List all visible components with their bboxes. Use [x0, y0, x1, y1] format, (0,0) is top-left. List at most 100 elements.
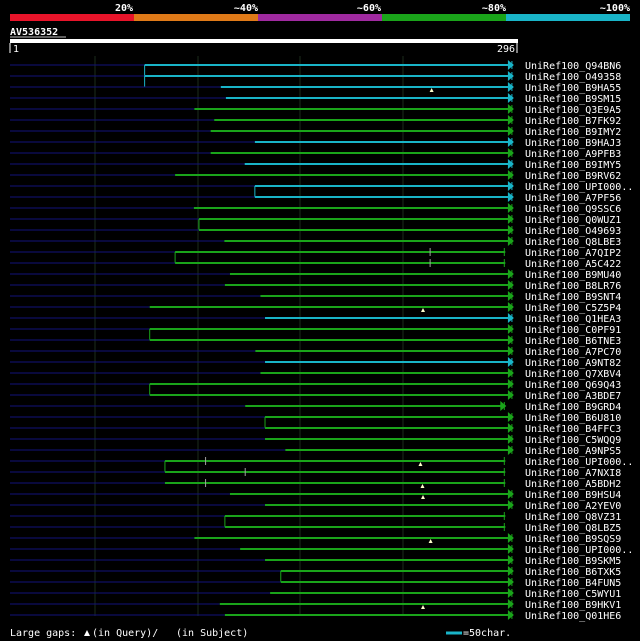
hit-row[interactable]: UniRef100_B9HA55	[10, 82, 621, 94]
hit-row[interactable]: UniRef100_A9NT82	[10, 357, 621, 369]
hit-row[interactable]: UniRef100_Q1HEA3	[10, 313, 621, 325]
hit-label[interactable]: UniRef100_B9MU40	[525, 270, 621, 281]
hit-label[interactable]: UniRef100_B9SNT4	[525, 292, 621, 303]
hit-row[interactable]: UniRef100_A9NPS5	[10, 445, 621, 457]
hit-row[interactable]: UniRef100_B4FUN5	[10, 577, 621, 589]
hit-label[interactable]: UniRef100_Q01HE6	[525, 611, 621, 622]
hit-row[interactable]: UniRef100_A7QIP2	[10, 248, 621, 263]
hit-row[interactable]: UniRef100_B9SQS9	[10, 533, 621, 545]
hit-label[interactable]: UniRef100_B9HKV1	[525, 600, 621, 611]
hit-label[interactable]: UniRef100_Q69Q43	[525, 380, 621, 391]
hit-label[interactable]: UniRef100_O49693	[525, 226, 621, 237]
hit-row[interactable]: UniRef100_B9IMY2	[10, 126, 621, 138]
hit-label[interactable]: UniRef100_A7PC70	[525, 347, 621, 358]
hit-row[interactable]: UniRef100_B6TNE3	[10, 335, 621, 347]
hit-row[interactable]: UniRef100_O49693	[10, 225, 621, 237]
hit-label[interactable]: UniRef100_B9SM15	[525, 94, 621, 105]
hit-label[interactable]: UniRef100_B6U810	[525, 413, 621, 424]
hit-row[interactable]: UniRef100_UPI000..	[10, 544, 633, 556]
hit-label[interactable]: UniRef100_UPI000..	[525, 457, 633, 468]
hit-label[interactable]: UniRef100_A5C422	[525, 259, 621, 270]
hit-row[interactable]: UniRef100_B9HSU4	[10, 489, 621, 501]
hit-row[interactable]: UniRef100_A7NXI8	[10, 468, 621, 479]
hit-label[interactable]: UniRef100_B6TXK5	[525, 567, 621, 578]
hit-row[interactable]: UniRef100_Q94BN6	[10, 60, 621, 76]
hit-label[interactable]: UniRef100_B6TNE3	[525, 336, 621, 347]
hit-label[interactable]: UniRef100_A5BDH2	[525, 479, 621, 490]
hit-label[interactable]: UniRef100_C5WYU1	[525, 589, 621, 600]
hit-row[interactable]: UniRef100_B7FK92	[10, 115, 621, 127]
hit-row[interactable]: UniRef100_C5WYU1	[10, 588, 621, 600]
hit-row[interactable]: UniRef100_B9HAJ3	[10, 137, 621, 149]
hit-row[interactable]: UniRef100_Q8VZ31	[10, 512, 621, 527]
query-sequence-bar[interactable]	[10, 39, 518, 43]
hit-label[interactable]: UniRef100_Q3E9A5	[525, 105, 621, 116]
hit-label[interactable]: UniRef100_A2YEV0	[525, 501, 621, 512]
hit-label[interactable]: UniRef100_B9IMY5	[525, 160, 621, 171]
hit-row[interactable]: UniRef100_A3BDE7	[10, 390, 621, 402]
hit-label[interactable]: UniRef100_O49358	[525, 72, 621, 83]
hit-label[interactable]: UniRef100_C0PF91	[525, 325, 621, 336]
hit-label[interactable]: UniRef100_B9HSU4	[525, 490, 621, 501]
hit-label[interactable]: UniRef100_Q8LBZ5	[525, 523, 621, 534]
hit-label[interactable]: UniRef100_A9NT82	[525, 358, 621, 369]
hit-label[interactable]: UniRef100_Q9SSC6	[525, 204, 621, 215]
hit-row[interactable]: UniRef100_B9MU40	[10, 269, 621, 281]
hit-row[interactable]: UniRef100_A7PC70	[10, 346, 621, 358]
hit-row[interactable]: UniRef100_Q9SSC6	[10, 203, 621, 215]
hit-label[interactable]: UniRef100_A7QIP2	[525, 248, 621, 259]
hit-row[interactable]: UniRef100_C5Z5P4	[10, 302, 621, 314]
hit-label[interactable]: UniRef100_A9PFB3	[525, 149, 621, 160]
hit-row[interactable]: UniRef100_Q8LBE3	[10, 236, 621, 248]
hit-label[interactable]: UniRef100_UPI000..	[525, 545, 633, 556]
hit-label[interactable]: UniRef100_C5Z5P4	[525, 303, 621, 314]
hit-label[interactable]: UniRef100_B9HA55	[525, 83, 621, 94]
hit-label[interactable]: UniRef100_B9SQS9	[525, 534, 621, 545]
hit-row[interactable]: UniRef100_A5C422	[10, 259, 621, 270]
hit-row[interactable]: UniRef100_C0PF91	[10, 324, 621, 340]
hit-row[interactable]: UniRef100_B9GRD4	[10, 401, 621, 413]
hit-label[interactable]: UniRef100_Q94BN6	[525, 61, 621, 72]
hit-row[interactable]: UniRef100_A2YEV0	[10, 500, 621, 512]
hit-row[interactable]: UniRef100_B9SKM5	[10, 555, 621, 567]
hit-label[interactable]: UniRef100_A9NPS5	[525, 446, 621, 457]
hit-row[interactable]: UniRef100_Q3E9A5	[10, 104, 621, 116]
hit-row[interactable]: UniRef100_Q01HE6	[10, 610, 621, 622]
hit-label[interactable]: UniRef100_B9HAJ3	[525, 138, 621, 149]
hit-row[interactable]: UniRef100_B4FFC3	[10, 423, 621, 435]
query-name[interactable]: AV536352	[10, 27, 58, 38]
hit-label[interactable]: UniRef100_A3BDE7	[525, 391, 621, 402]
hit-label[interactable]: UniRef100_A7PF56	[525, 193, 621, 204]
hit-label[interactable]: UniRef100_Q7XBV4	[525, 369, 621, 380]
hit-label[interactable]: UniRef100_B8LR76	[525, 281, 621, 292]
hit-row[interactable]: UniRef100_Q69Q43	[10, 379, 621, 395]
hit-label[interactable]: UniRef100_Q0WUZ1	[525, 215, 621, 226]
hit-row[interactable]: UniRef100_A7PF56	[10, 192, 621, 204]
hit-row[interactable]: UniRef100_Q7XBV4	[10, 368, 621, 380]
hit-row[interactable]: UniRef100_A5BDH2	[10, 479, 621, 490]
hit-row[interactable]: UniRef100_B8LR76	[10, 280, 621, 292]
hit-label[interactable]: UniRef100_C5WQQ9	[525, 435, 621, 446]
hit-row[interactable]: UniRef100_B6U810	[10, 412, 621, 428]
hit-row[interactable]: UniRef100_A9PFB3	[10, 148, 621, 160]
hit-row[interactable]: UniRef100_Q0WUZ1	[10, 214, 621, 230]
hit-row[interactable]: UniRef100_B9IMY5	[10, 159, 621, 171]
hit-row[interactable]: UniRef100_Q8LBZ5	[10, 523, 621, 534]
hit-row[interactable]: UniRef100_O49358	[10, 71, 621, 87]
hit-label[interactable]: UniRef100_B4FUN5	[525, 578, 621, 589]
hit-row[interactable]: UniRef100_UPI000..	[10, 457, 633, 472]
hit-row[interactable]: UniRef100_C5WQQ9	[10, 434, 621, 446]
hit-label[interactable]: UniRef100_B9SKM5	[525, 556, 621, 567]
hit-label[interactable]: UniRef100_Q8VZ31	[525, 512, 621, 523]
hit-label[interactable]: UniRef100_B4FFC3	[525, 424, 621, 435]
hit-label[interactable]: UniRef100_Q1HEA3	[525, 314, 621, 325]
hit-label[interactable]: UniRef100_B9GRD4	[525, 402, 621, 413]
hit-row[interactable]: UniRef100_B9SNT4	[10, 291, 621, 303]
hit-label[interactable]: UniRef100_B9IMY2	[525, 127, 621, 138]
hit-row[interactable]: UniRef100_B9HKV1	[10, 599, 621, 611]
hit-label[interactable]: UniRef100_B7FK92	[525, 116, 621, 127]
hit-label[interactable]: UniRef100_UPI000..	[525, 182, 633, 193]
hit-row[interactable]: UniRef100_UPI000..	[10, 181, 633, 197]
hit-label[interactable]: UniRef100_Q8LBE3	[525, 237, 621, 248]
hit-row[interactable]: UniRef100_B6TXK5	[10, 566, 621, 582]
